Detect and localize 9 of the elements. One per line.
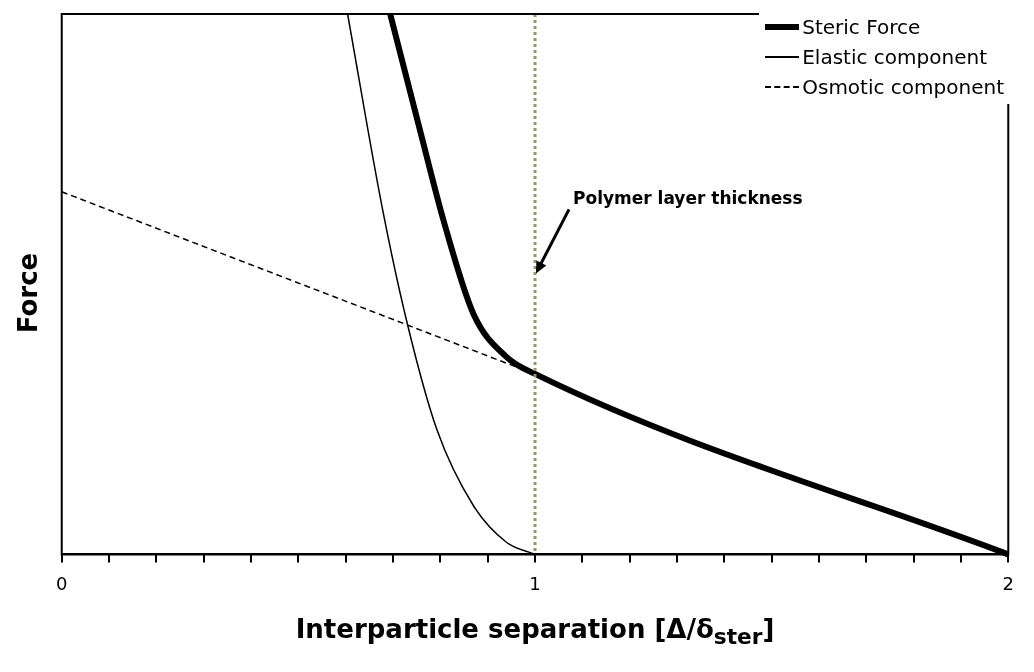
legend-label: Elastic component [802, 44, 987, 71]
legend-label: Osmotic component [802, 74, 1004, 101]
legend-label: Steric Force [802, 14, 921, 41]
annotation: Polymer layer thickness [573, 187, 803, 208]
y-axis-title: Force [13, 252, 43, 334]
x-axis-title: Interparticle separation [Δ/δ$_{ster}$] [294, 614, 776, 650]
x-tick-label: 2 [1002, 572, 1014, 594]
x-tick-label: 1 [529, 572, 541, 594]
x-tick-label: 0 [56, 572, 68, 594]
